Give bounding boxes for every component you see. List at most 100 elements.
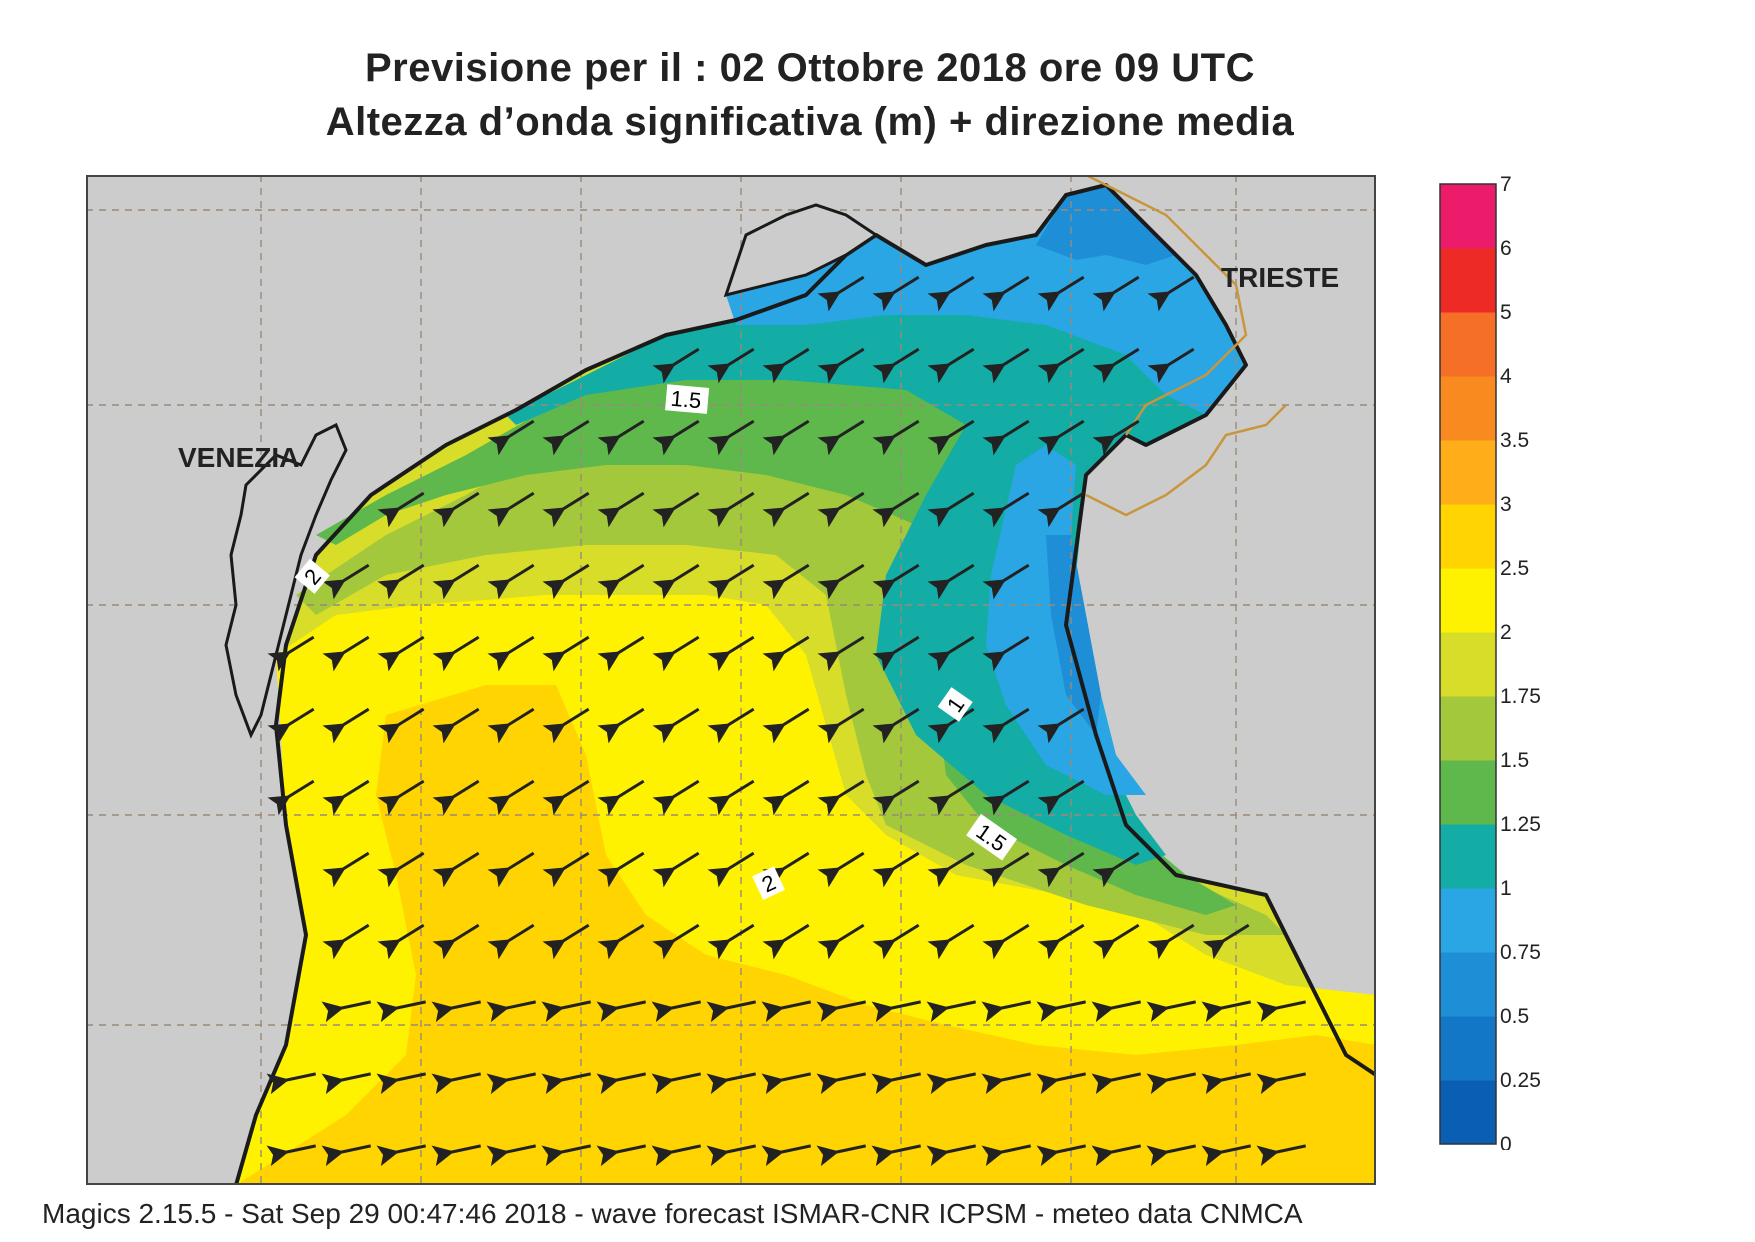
wave-arrow <box>707 851 755 888</box>
wave-arrow <box>267 635 315 672</box>
wave-direction-arrows <box>266 275 1307 1167</box>
wave-arrow <box>1201 1000 1252 1023</box>
wave-arrow <box>322 707 370 744</box>
legend-label: 7 <box>1500 173 1512 196</box>
legend-label: 1.75 <box>1500 685 1541 708</box>
grado-lagoon <box>723 203 879 298</box>
wave-arrow <box>542 707 590 744</box>
wave-arrow <box>1037 779 1085 816</box>
wave-arrow <box>817 635 865 672</box>
contour-label-1-east: 1 <box>937 687 973 722</box>
wave-arrow <box>487 635 535 672</box>
legend-swatch <box>1440 632 1496 697</box>
wave-arrow <box>1146 1072 1197 1095</box>
wave-arrow <box>376 1072 427 1095</box>
wave-arrow <box>872 635 920 672</box>
legend-swatch <box>1440 1080 1496 1145</box>
wave-arrow <box>541 1000 592 1023</box>
venezia-lagoon <box>224 422 348 739</box>
wave-arrow <box>486 1000 537 1023</box>
wave-arrow <box>487 779 535 816</box>
wave-arrow <box>432 707 480 744</box>
wave-arrow <box>981 1144 1032 1167</box>
wave-arrow <box>431 1144 482 1167</box>
wave-arrow <box>871 1072 922 1095</box>
wave-arrow <box>926 1072 977 1095</box>
wave-arrow <box>817 563 865 600</box>
wave-arrow <box>321 1000 372 1023</box>
wave-arrow <box>927 779 975 816</box>
wave-arrow <box>817 707 865 744</box>
wave-arrow <box>376 1000 427 1023</box>
wave-arrow <box>596 1144 647 1167</box>
wave-arrow <box>597 563 645 600</box>
wave-arrow <box>707 347 755 384</box>
wave-arrow <box>1256 1000 1307 1023</box>
place-trieste: TRIESTE <box>1221 262 1339 293</box>
wave-arrow <box>432 491 480 528</box>
wave-arrow <box>377 563 425 600</box>
wave-map: 1.5 2 1 1.5 2 VENEZIA TRIESTE <box>86 175 1376 1185</box>
wave-arrow <box>762 851 810 888</box>
wave-arrow <box>1146 1000 1197 1023</box>
wave-arrow <box>927 491 975 528</box>
wave-arrow <box>322 635 370 672</box>
wave-arrow <box>817 419 865 456</box>
wave-arrow <box>542 923 590 960</box>
wave-arrow <box>652 707 700 744</box>
wave-arrow <box>762 707 810 744</box>
footer-credits: Magics 2.15.5 - Sat Sep 29 00:47:46 2018… <box>42 1198 1303 1229</box>
wave-arrow <box>1037 851 1085 888</box>
wave-arrow <box>816 1144 867 1167</box>
legend-label: 0 <box>1500 1133 1512 1150</box>
wave-arrow <box>266 1144 317 1167</box>
color-legend: 0 0.25 0.5 0.75 1 1.25 1.5 1.75 2 2.5 3 3.5 4 5 6 7 <box>1439 173 1541 1150</box>
wave-arrow <box>707 779 755 816</box>
wave-arrow <box>267 707 315 744</box>
wave-arrow <box>487 563 535 600</box>
wave-arrow <box>596 1072 647 1095</box>
wave-arrow <box>982 851 1030 888</box>
wave-arrow <box>541 1144 592 1167</box>
wave-arrow <box>1201 1072 1252 1095</box>
legend-label: 1.5 <box>1500 749 1529 772</box>
legend-swatch <box>1440 568 1496 633</box>
band-0.5-0.75-east <box>1046 535 1101 735</box>
wave-arrow <box>1202 923 1250 960</box>
wave-arrow <box>432 563 480 600</box>
wave-arrow <box>927 347 975 384</box>
wave-arrow <box>981 1072 1032 1095</box>
wave-arrow <box>1147 275 1195 312</box>
wave-arrow <box>377 491 425 528</box>
wave-arrow <box>651 1144 702 1167</box>
wave-arrow <box>487 923 535 960</box>
wave-arrow <box>1092 851 1140 888</box>
place-venezia: VENEZIA <box>178 442 299 473</box>
wave-arrow <box>377 851 425 888</box>
wave-arrow <box>872 851 920 888</box>
legend-label: 1.25 <box>1500 813 1541 836</box>
wave-arrow <box>872 491 920 528</box>
legend-swatch <box>1440 824 1496 889</box>
wave-arrow <box>927 419 975 456</box>
wave-arrow <box>1256 1072 1307 1095</box>
wave-arrow <box>1256 1144 1307 1167</box>
wave-arrow <box>982 779 1030 816</box>
wave-arrow <box>487 707 535 744</box>
legend-label: 0.25 <box>1500 1069 1541 1092</box>
wave-arrow <box>762 923 810 960</box>
legend-swatch <box>1440 248 1496 313</box>
wave-arrow <box>542 851 590 888</box>
wave-arrow <box>432 851 480 888</box>
wave-arrow <box>542 635 590 672</box>
legend-label: 2 <box>1500 621 1512 644</box>
wave-arrow <box>707 563 755 600</box>
legend-swatch <box>1440 504 1496 569</box>
wave-arrow <box>541 1072 592 1095</box>
wave-arrow <box>542 563 590 600</box>
legend-swatch <box>1440 1016 1496 1081</box>
wave-arrow <box>1092 347 1140 384</box>
wave-arrow <box>761 1144 812 1167</box>
wave-arrow <box>1037 707 1085 744</box>
wave-arrow <box>651 1072 702 1095</box>
